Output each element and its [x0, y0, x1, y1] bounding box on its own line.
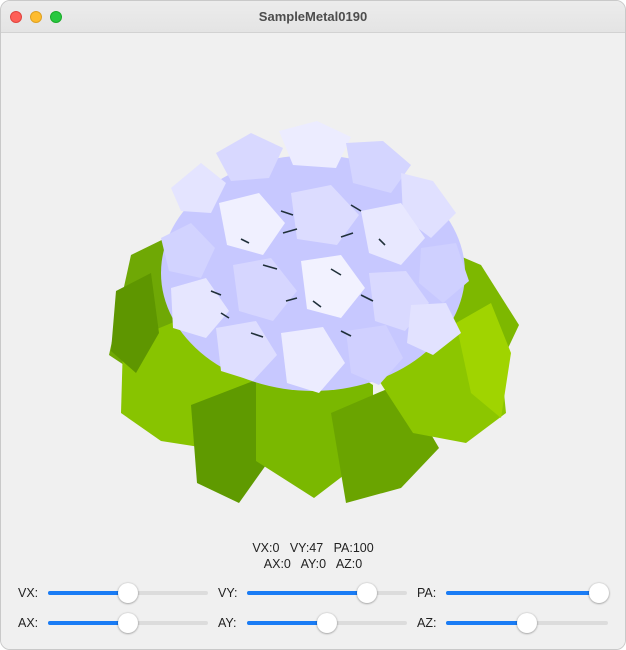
- petal-layer: [161, 121, 469, 393]
- leaf-right-outer: [456, 303, 511, 418]
- vy-slider-knob[interactable]: [357, 583, 377, 603]
- ax-slider[interactable]: [48, 613, 208, 633]
- az-slider-fill: [446, 621, 527, 625]
- pa-slider-fill: [446, 591, 599, 595]
- slider-row-2: AX: AY: AZ:: [1, 613, 625, 633]
- vy-slider[interactable]: [247, 583, 407, 603]
- ax-label: AX:: [18, 616, 39, 630]
- az-slider-knob[interactable]: [517, 613, 537, 633]
- title-bar[interactable]: SampleMetal0190: [1, 1, 625, 33]
- vx-slider[interactable]: [48, 583, 208, 603]
- vx-label: VX:: [18, 586, 39, 600]
- value-readout-line-1: VX:0 VY:47 PA:100: [252, 541, 374, 555]
- value-readout-line-2: AX:0 AY:0 AZ:0: [263, 557, 363, 571]
- window-title: SampleMetal0190: [258, 9, 368, 24]
- window-content: VX:0 VY:47 PA:100 AX:0 AY:0 AZ:0 VX: VY:…: [1, 33, 625, 649]
- metal-render-viewport[interactable]: [1, 33, 625, 538]
- ay-slider-knob[interactable]: [317, 613, 337, 633]
- leaf-left-front: [191, 378, 271, 503]
- az-slider[interactable]: [446, 613, 608, 633]
- vx-slider-knob[interactable]: [118, 583, 138, 603]
- ay-slider-fill: [247, 621, 327, 625]
- pa-slider[interactable]: [446, 583, 609, 603]
- pa-label: PA:: [417, 586, 437, 600]
- pa-slider-knob[interactable]: [589, 583, 609, 603]
- vx-slider-fill: [48, 591, 128, 595]
- zoom-button[interactable]: [50, 11, 62, 23]
- leaf-left-outer: [111, 273, 159, 373]
- slider-row-1: VX: VY: PA:: [1, 583, 625, 603]
- ay-label: AY:: [218, 616, 237, 630]
- close-button[interactable]: [10, 11, 22, 23]
- vy-slider-fill: [247, 591, 367, 595]
- ax-slider-knob[interactable]: [118, 613, 138, 633]
- petal-shadows: [210, 204, 386, 338]
- ay-slider[interactable]: [247, 613, 407, 633]
- minimize-button[interactable]: [30, 11, 42, 23]
- ax-slider-fill: [48, 621, 128, 625]
- vy-label: VY:: [218, 586, 238, 600]
- az-label: AZ:: [417, 616, 437, 630]
